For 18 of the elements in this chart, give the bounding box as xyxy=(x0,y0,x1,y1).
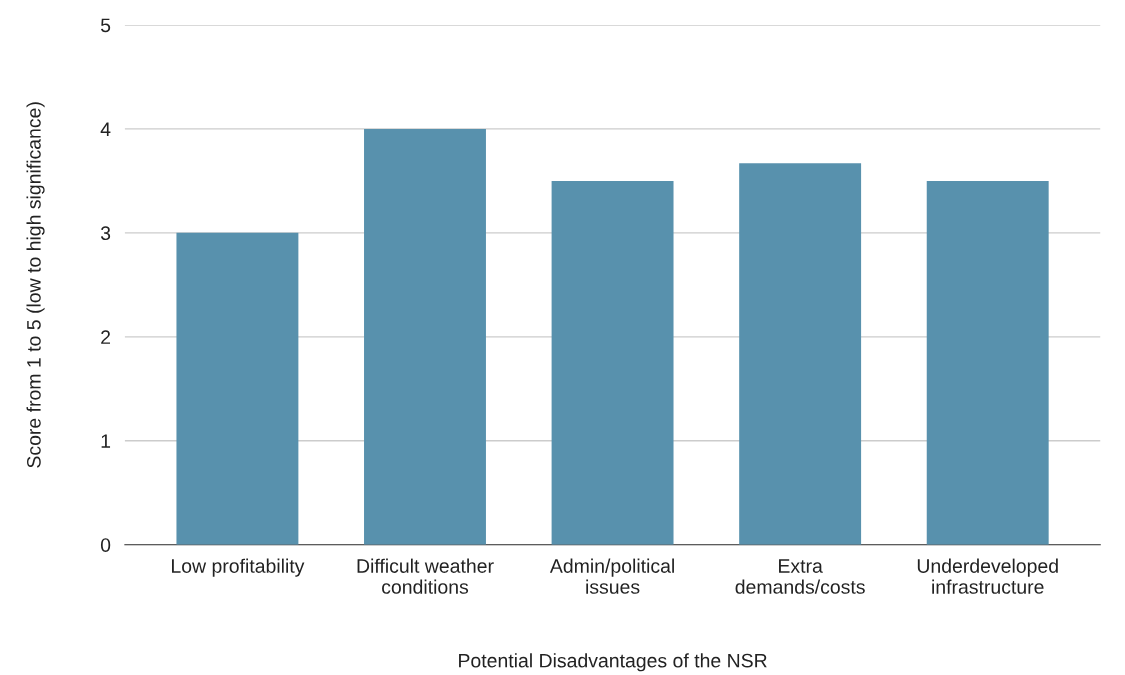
bar xyxy=(176,232,299,545)
bar xyxy=(739,163,862,545)
y-tick-label: 5 xyxy=(100,18,111,33)
y-tick-label: 0 xyxy=(100,538,111,552)
x-axis-title: Potential Disadvantages of the NSR xyxy=(459,653,767,672)
y-axis-title: Score from 1 to 5 (low to high significance) xyxy=(26,102,45,468)
y-tick-label: 1 xyxy=(101,434,111,448)
bar xyxy=(926,180,1049,545)
x-tick-label: Difficult weather conditions xyxy=(357,558,494,594)
x-tick-label: Admin/political issues xyxy=(549,558,674,594)
x-tick-label: Underdeveloped infrastructure xyxy=(917,558,1058,594)
bar xyxy=(551,180,674,545)
bar xyxy=(364,128,486,545)
x-tick-label: Extra demands/costs xyxy=(735,559,865,594)
y-tick-label: 3 xyxy=(100,226,111,241)
y-tick-label: 2 xyxy=(101,330,111,344)
y-tick-label: 4 xyxy=(100,122,111,136)
x-tick-label: Low profitability xyxy=(172,558,305,577)
